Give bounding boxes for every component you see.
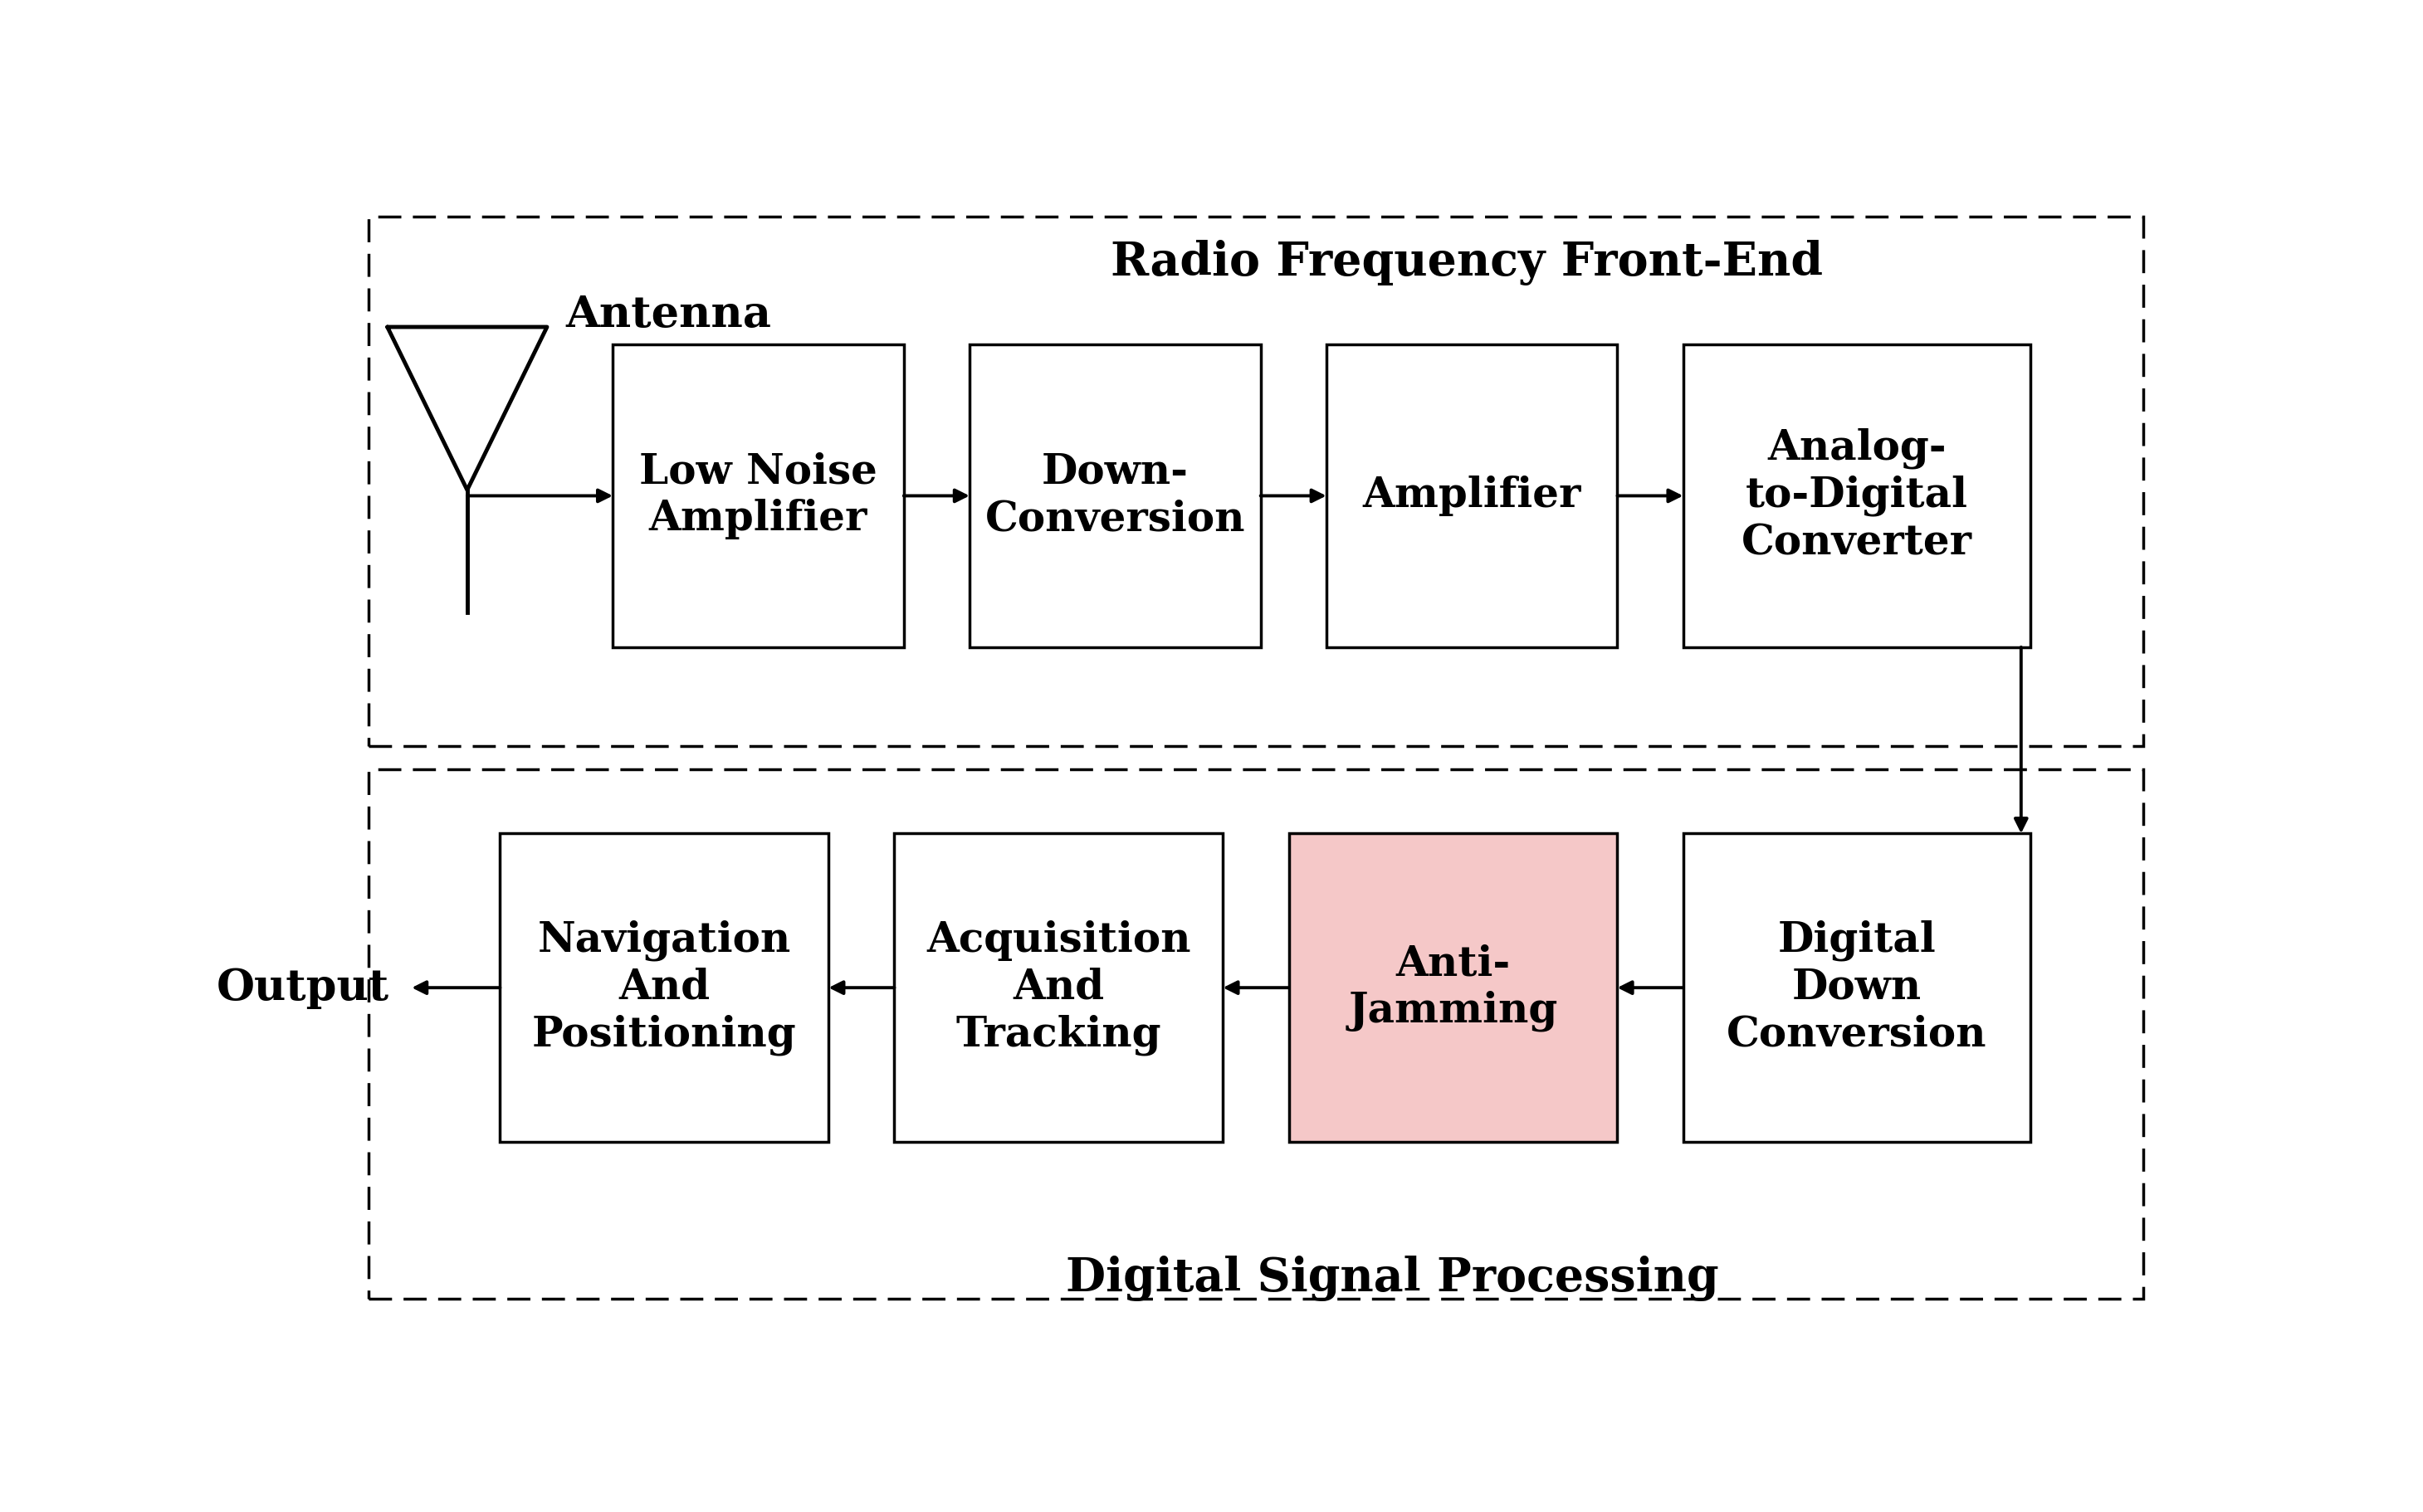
Text: Radio Frequency Front-End: Radio Frequency Front-End bbox=[1112, 240, 1822, 286]
Bar bbox=[969, 345, 1260, 647]
Bar bbox=[1684, 345, 2030, 647]
Bar bbox=[1684, 833, 2030, 1142]
Text: Analog-
to-Digital
Converter: Analog- to-Digital Converter bbox=[1742, 428, 1972, 564]
Text: Digital
Down
Conversion: Digital Down Conversion bbox=[1728, 921, 1987, 1055]
Text: Down-
Conversion: Down- Conversion bbox=[984, 452, 1245, 540]
Bar bbox=[368, 216, 2142, 745]
Bar bbox=[1289, 833, 1619, 1142]
Text: Anti-
Jamming: Anti- Jamming bbox=[1347, 943, 1558, 1031]
Bar bbox=[613, 345, 904, 647]
Text: Acquisition
And
Tracking: Acquisition And Tracking bbox=[926, 921, 1190, 1055]
Text: Output: Output bbox=[216, 966, 390, 1009]
Bar bbox=[1325, 345, 1619, 647]
Bar bbox=[499, 833, 829, 1142]
Text: Navigation
And
Positioning: Navigation And Positioning bbox=[533, 919, 797, 1055]
Text: Low Noise
Amplifier: Low Noise Amplifier bbox=[640, 452, 877, 540]
Text: Amplifier: Amplifier bbox=[1362, 475, 1582, 516]
Bar bbox=[894, 833, 1224, 1142]
Text: Digital Signal Processing: Digital Signal Processing bbox=[1066, 1255, 1718, 1300]
Text: Antenna: Antenna bbox=[567, 295, 771, 337]
Bar bbox=[368, 770, 2142, 1299]
